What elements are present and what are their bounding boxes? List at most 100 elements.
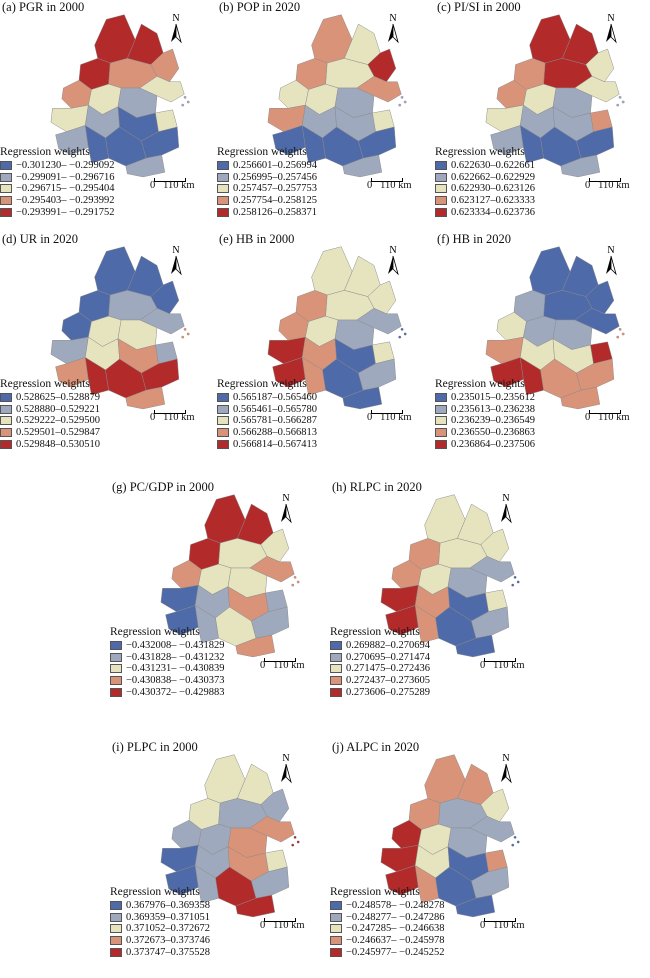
legend-item: −0.248277– −0.247286 bbox=[330, 912, 444, 924]
legend-item: 0.369359–0.371051 bbox=[110, 912, 210, 924]
map-panel: (b) POP in 2020 N Regression weights 0.2566… bbox=[217, 0, 427, 238]
legend-swatch bbox=[0, 428, 12, 438]
scale-bar-line bbox=[484, 918, 516, 922]
legend-label: 0.271475–0.272436 bbox=[346, 663, 430, 675]
legend-swatch bbox=[217, 207, 229, 217]
island-marker bbox=[181, 335, 185, 339]
legend-label: 0.236550–0.236863 bbox=[451, 427, 535, 439]
map-panel: (c) PI/SI in 2000 N Regression weights 0.62… bbox=[435, 0, 645, 238]
legend-label: 0.257457–0.257753 bbox=[233, 183, 317, 195]
scale-bar: 0 110 km bbox=[480, 918, 525, 931]
legend-label: 0.256601–0.256994 bbox=[233, 160, 317, 172]
legend-label: 0.235015–0.235612 bbox=[451, 392, 535, 404]
scale-bar: 0 110 km bbox=[150, 178, 195, 191]
legend-item: 0.371052–0.372672 bbox=[110, 923, 210, 935]
legend-swatch bbox=[110, 652, 122, 662]
north-label: N bbox=[502, 753, 509, 764]
legend-item: −0.245977– −0.245252 bbox=[330, 946, 444, 958]
legend-swatch bbox=[435, 393, 447, 403]
legend-label: −0.430838– −0.430373 bbox=[126, 675, 225, 687]
legend-swatch bbox=[330, 676, 342, 686]
scale-bar-line bbox=[264, 918, 296, 922]
scale-bar: 0 110 km bbox=[585, 178, 630, 191]
legend-swatch bbox=[110, 641, 122, 651]
map-region bbox=[235, 894, 276, 918]
map-region bbox=[519, 356, 544, 396]
north-label: N bbox=[389, 13, 396, 24]
legend-label: 0.529222–0.529500 bbox=[16, 415, 100, 427]
legend-swatch bbox=[0, 161, 12, 171]
legend-title: Regression weights bbox=[110, 886, 200, 898]
panel-title: (a) PGR in 2000 bbox=[2, 0, 85, 14]
island-marker bbox=[516, 840, 520, 844]
legend-swatch bbox=[110, 664, 122, 674]
legend-swatch bbox=[330, 901, 342, 911]
scale-bar-line bbox=[371, 178, 403, 182]
scale-label: 0 110 km bbox=[367, 412, 412, 423]
map-region bbox=[414, 864, 439, 904]
scale-bar: 0 110 km bbox=[367, 178, 412, 191]
north-arrow-icon: N bbox=[501, 493, 512, 524]
map-region bbox=[194, 864, 219, 904]
legend-label: 0.622630–0.622661 bbox=[451, 160, 535, 172]
north-label: N bbox=[502, 493, 509, 504]
island-marker bbox=[616, 335, 620, 339]
north-arrow-icon: N bbox=[281, 753, 292, 784]
map-region bbox=[560, 386, 601, 410]
legend-item: 0.372673–0.373746 bbox=[110, 935, 210, 947]
legend-label: 0.270695–0.271474 bbox=[346, 651, 430, 663]
map-region bbox=[560, 154, 601, 178]
legend-label: −0.299091– −0.296716 bbox=[16, 171, 115, 183]
island-marker bbox=[183, 327, 187, 331]
north-arrow-icon: N bbox=[388, 245, 399, 276]
legend-swatch bbox=[217, 393, 229, 403]
scale-label: 0 110 km bbox=[260, 660, 305, 671]
legend: Regression weights −0.432008– −0.431829 −0… bbox=[110, 626, 224, 698]
legend-label: −0.248578– −0.248278 bbox=[346, 900, 445, 912]
legend-item: 0.273606–0.275289 bbox=[330, 686, 430, 698]
legend-swatch bbox=[0, 404, 12, 414]
map-panel: (e) HB in 2000 N Regression weights 0.56518… bbox=[217, 232, 427, 470]
island-marker bbox=[400, 327, 404, 331]
island-marker bbox=[403, 332, 407, 336]
legend-item: −0.299091– −0.296716 bbox=[0, 172, 114, 184]
legend-swatch bbox=[435, 439, 447, 449]
legend-item: −0.430838– −0.430373 bbox=[110, 675, 224, 687]
legend-swatch bbox=[330, 652, 342, 662]
panel-title: (i) PLPC in 2000 bbox=[112, 740, 198, 754]
legend-swatch bbox=[330, 912, 342, 922]
choropleth-map: N bbox=[267, 245, 407, 410]
legend: Regression weights −0.301230– −0.299092 −0… bbox=[0, 146, 114, 218]
scale-bar-line bbox=[154, 178, 186, 182]
map-region bbox=[194, 604, 219, 644]
island-marker bbox=[403, 100, 407, 104]
legend-item: 0.270695–0.271474 bbox=[330, 652, 430, 664]
north-arrow-icon: N bbox=[171, 13, 182, 44]
scale-bar-line bbox=[264, 658, 296, 662]
legend-label: 0.373747–0.375528 bbox=[126, 946, 210, 958]
legend-item: −0.296715– −0.295404 bbox=[0, 183, 114, 195]
legend-swatch bbox=[217, 172, 229, 182]
legend-swatch bbox=[110, 924, 122, 934]
map-region bbox=[125, 386, 166, 410]
legend-label: 0.369359–0.371051 bbox=[126, 911, 210, 923]
island-marker bbox=[621, 100, 625, 104]
legend: Regression weights −0.248578– −0.248278 −0… bbox=[330, 886, 444, 958]
legend-label: 0.565461–0.565780 bbox=[233, 403, 317, 415]
legend-item: 0.235015–0.235612 bbox=[435, 392, 535, 404]
island-marker bbox=[511, 583, 515, 587]
legend-label: 0.622930–0.623126 bbox=[451, 183, 535, 195]
scale-bar-line bbox=[589, 178, 621, 182]
north-arrow-icon: N bbox=[171, 245, 182, 276]
legend-item: −0.247285– −0.246638 bbox=[330, 923, 444, 935]
map-region bbox=[84, 124, 109, 164]
island-marker bbox=[293, 575, 297, 579]
legend-label: −0.295403– −0.293992 bbox=[16, 195, 115, 207]
map-region bbox=[519, 124, 544, 164]
legend-swatch bbox=[217, 439, 229, 449]
legend-item: −0.248578– −0.248278 bbox=[330, 900, 444, 912]
legend-swatch bbox=[435, 416, 447, 426]
island-marker bbox=[513, 575, 517, 579]
island-marker bbox=[296, 840, 300, 844]
legend-label: 0.256995–0.257456 bbox=[233, 171, 317, 183]
